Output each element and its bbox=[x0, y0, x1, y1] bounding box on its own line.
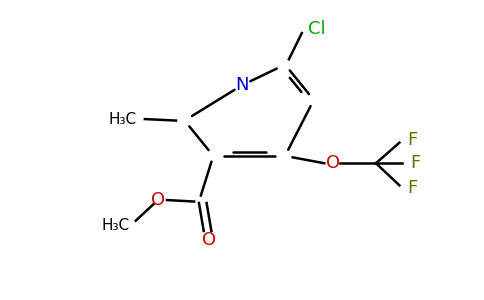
Text: O: O bbox=[326, 154, 340, 172]
Text: H₃C: H₃C bbox=[108, 112, 137, 127]
Text: N: N bbox=[235, 76, 249, 94]
Text: O: O bbox=[151, 191, 166, 209]
Text: Cl: Cl bbox=[308, 20, 326, 38]
Text: F: F bbox=[407, 131, 417, 149]
Text: H₃C: H₃C bbox=[102, 218, 130, 233]
Text: F: F bbox=[410, 154, 421, 172]
Text: F: F bbox=[407, 179, 417, 197]
Text: O: O bbox=[202, 231, 216, 249]
